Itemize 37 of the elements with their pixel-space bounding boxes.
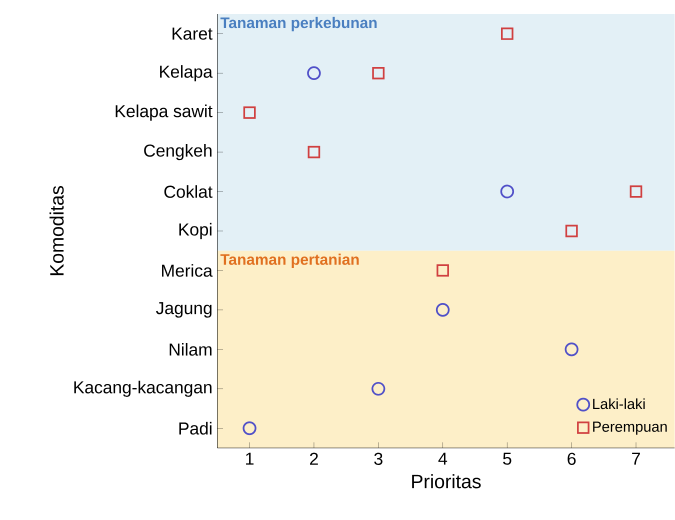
- point: [565, 224, 578, 238]
- point: [500, 28, 514, 40]
- legend-label: Perempuan: [593, 422, 667, 435]
- y-tick-label: Merica: [162, 264, 213, 277]
- x-tick-label: 5: [503, 452, 512, 465]
- x-axis-title: Prioritas: [412, 474, 481, 488]
- x-tick-label: 7: [632, 452, 640, 465]
- y-tick-label: Kopi: [179, 222, 212, 240]
- point: [564, 342, 578, 356]
- point: [630, 185, 642, 198]
- point: [307, 66, 321, 80]
- x-tick-label: 6: [568, 452, 576, 465]
- x-tick-label: 2: [310, 452, 318, 465]
- point: [371, 382, 386, 396]
- y-tick-label: Kelapa: [160, 65, 213, 82]
- y-tick-label: Kelapa sawit: [116, 104, 212, 121]
- point: [243, 106, 256, 119]
- y-tick-label: Cengkeh: [144, 144, 212, 160]
- y-tick-label: Nilam: [170, 342, 212, 356]
- point: [500, 184, 514, 198]
- x-tick-label: 1: [246, 452, 254, 465]
- y-tick-label: Coklat: [164, 185, 212, 198]
- point: [242, 421, 256, 436]
- y-tick-label: Karet: [172, 28, 212, 40]
- point: [308, 146, 320, 158]
- y-axis-title: Komoditas: [50, 186, 64, 276]
- x-tick-label: 4: [438, 452, 448, 465]
- band-label: Tanaman perkebunan: [220, 16, 377, 32]
- y-tick-label: Padi: [179, 422, 212, 435]
- legend-label: Laki-laki: [593, 398, 645, 410]
- x-tick-label: 3: [374, 452, 382, 465]
- y-tick-label: Kacang-kacangan: [74, 380, 212, 397]
- point: [436, 264, 449, 277]
- y-tick-label: Jagung: [156, 302, 212, 318]
- band-label: Tanaman pertanian: [220, 254, 359, 268]
- point: [436, 303, 450, 317]
- point: [372, 66, 385, 80]
